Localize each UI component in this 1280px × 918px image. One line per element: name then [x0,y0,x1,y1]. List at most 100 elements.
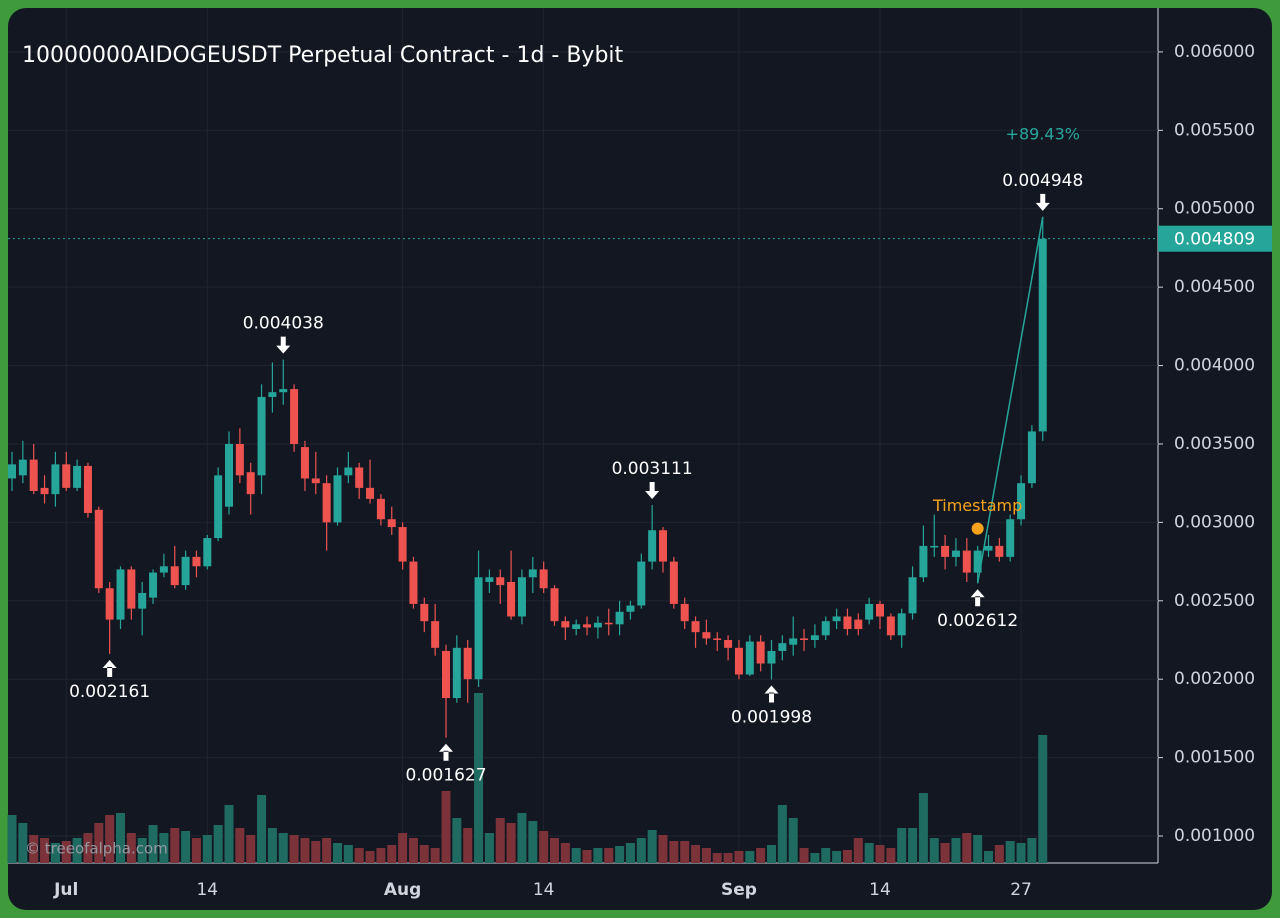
volume-bar [257,795,267,863]
volume-bar [376,848,386,863]
volume-bar [745,851,755,863]
volume-bar [191,838,201,863]
candle-body [94,509,103,589]
marker-arrow [645,481,660,499]
candle-body [691,621,700,633]
volume-bar [430,848,440,863]
candle-body [485,577,494,582]
volume-bar [148,825,158,863]
candle-body [897,613,906,636]
volume-bar [571,848,581,863]
volume-bar [202,835,212,863]
candle-body [995,545,1004,557]
candle-body [290,389,299,444]
marker-arrow [764,685,779,703]
volume-bar [474,693,484,863]
x-tick-label: Sep [721,880,757,900]
volume-bar [528,821,538,863]
candle-body [387,519,396,528]
volume-bar [246,835,256,863]
candle-body [507,581,516,617]
volume-bar [452,818,462,863]
volume-bar [50,843,60,863]
grid [8,8,1163,863]
volume-bar [1038,735,1048,863]
marker-label: 0.002612 [937,611,1018,631]
volume-bar [712,853,722,863]
candle-body [941,545,950,557]
marker-label: 0.004948 [1002,171,1083,191]
candle-body [908,577,917,614]
volume-bar [723,853,733,863]
candle-body [745,641,754,675]
candle-body [420,603,429,622]
volume-bar [560,843,570,863]
x-tick-label: Jul [53,880,78,900]
volume-bar [962,833,972,863]
candle-body [680,603,689,622]
volume-bar [94,823,104,863]
volume-bar [83,833,93,863]
volume-bar [691,845,701,863]
timestamp-dot [971,522,984,535]
volume-bar [918,793,928,863]
volume-bar [506,823,516,863]
volume-bar [105,815,115,863]
candle-body [18,459,27,476]
candle-body [962,550,971,573]
volume-pane [7,693,1048,863]
candle-body [973,550,982,573]
candle-body [83,465,92,513]
volume-bar [29,835,39,863]
candle-body [442,650,450,699]
volume-bar [354,848,364,863]
candle-body [452,647,461,699]
candle-body [355,467,364,488]
volume-bar [495,818,505,863]
volume-bar [810,853,820,863]
candle-body [149,572,158,598]
volume-bar [853,838,863,863]
candle-body [517,577,526,617]
y-tick-label: 0.001500 [1174,748,1255,768]
volume-bar [224,805,234,863]
candle-body [821,621,830,636]
candle-body [865,603,874,620]
volume-bar [788,818,798,863]
measure-label: +89.43% [1006,124,1080,143]
volume-bar [777,805,787,863]
candle-body [528,569,537,578]
last-price-label: 0.004809 [1174,230,1255,250]
volume-bar [61,841,71,863]
volume-bar [550,838,559,863]
volume-bar [116,813,125,863]
volume-bar [398,833,408,863]
volume-bar [159,833,169,863]
volume-bar [387,845,397,863]
candle-body [463,647,472,680]
volume-bar [1005,841,1015,863]
volume-bar [343,845,353,863]
candle-body [832,616,841,622]
volume-bar [539,831,549,863]
candle-body [322,483,331,523]
candle-body [615,611,624,625]
y-tick-label: 0.003500 [1174,434,1255,454]
volume-bar [72,838,82,863]
volume-bar [929,838,939,863]
volume-bar [908,828,918,863]
volume-bar [864,843,874,863]
candle-body [225,443,233,507]
volume-bar [832,851,842,863]
candle-body [734,647,743,675]
candle-body [376,498,385,520]
candle-body [919,545,928,578]
volume-bar [365,851,375,863]
marker-label: 0.001998 [731,708,812,728]
volume-bar [799,848,809,863]
volume-bar [170,828,180,863]
candle-body [127,569,136,609]
candle-body [778,643,787,651]
volume-bar [484,833,494,863]
